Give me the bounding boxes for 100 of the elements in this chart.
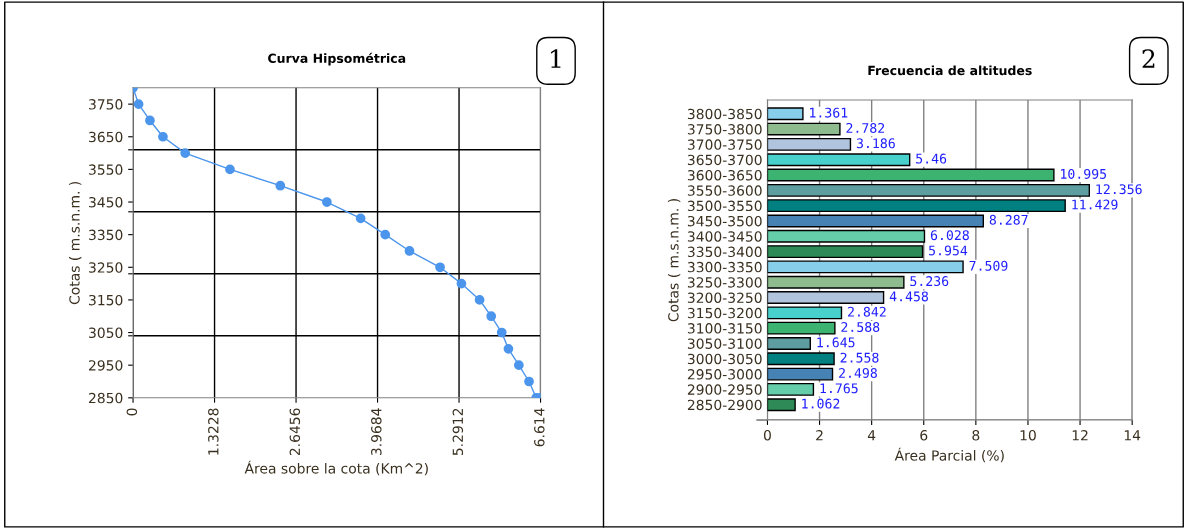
x-tick-label: 6 — [920, 429, 928, 441]
y-tick-label: 3750 — [89, 99, 123, 110]
data-label: 5.46 — [916, 153, 947, 164]
y-tick-label: 3500-3550 — [687, 200, 762, 212]
y-axis-title: Cotas ( m.s.n.m. ) — [667, 199, 681, 322]
y-tick-label: 3150 — [89, 294, 123, 306]
data-label: 2.842 — [848, 306, 886, 317]
bar — [767, 367, 834, 381]
data-label: 3.186 — [856, 138, 895, 149]
y-tick-label: 3600-3650 — [687, 169, 762, 181]
x-tick-label: 5.2912 — [452, 408, 464, 456]
x-axis-title: Área Parcial (%) — [894, 447, 1004, 463]
data-label: 7.509 — [969, 260, 1008, 271]
point — [474, 295, 485, 305]
data-label: 4.458 — [889, 291, 929, 302]
bar — [767, 275, 905, 289]
bar — [767, 122, 841, 136]
point — [435, 262, 445, 273]
data-label: 2.782 — [846, 122, 885, 133]
x-tick-label: 14 — [1124, 430, 1141, 441]
x-tick-label: 8 — [972, 429, 980, 441]
y-tick-label: 3300-3350 — [687, 261, 762, 273]
bar — [767, 183, 1091, 197]
data-label: 2.558 — [840, 352, 879, 363]
data-label: 12.356 — [1096, 184, 1142, 195]
y-tick-label: 2900-2950 — [687, 384, 762, 395]
bar — [767, 306, 843, 320]
y-axis-title: Cotas ( m.s.n.m. ) — [69, 181, 82, 305]
text: 2 — [1142, 49, 1155, 68]
point — [486, 311, 497, 322]
x-tick-label: 2 — [816, 429, 823, 441]
point — [180, 148, 191, 158]
point — [496, 327, 507, 338]
data-label: 5.954 — [929, 245, 968, 256]
x-tick-label: 10 — [1020, 429, 1036, 441]
y-tick-label: 3250 — [89, 262, 123, 273]
point — [513, 360, 524, 371]
data-label: 2.588 — [841, 322, 880, 333]
bar — [767, 382, 815, 396]
chart-title: Curva Hipsométrica — [268, 52, 406, 66]
y-tick-label: 3000-3050 — [687, 353, 762, 365]
data-label: 1.765 — [820, 383, 858, 394]
data-label: 2.498 — [839, 367, 877, 378]
data-label: 1.645 — [817, 337, 855, 348]
y-tick-label: 3550 — [89, 164, 123, 175]
y-tick-label: 2850 — [89, 392, 123, 404]
point — [456, 278, 467, 289]
y-tick-label: 3650 — [89, 131, 123, 143]
x-tick-label: 2.6456 — [289, 408, 301, 456]
x-tick-label: 6.614 — [534, 408, 545, 447]
data-label: 11.429 — [1072, 199, 1118, 210]
data-label: 8.287 — [989, 214, 1028, 225]
data-label: 5.236 — [910, 276, 949, 287]
data-label: 6.028 — [930, 230, 969, 241]
y-tick-label: 3350 — [89, 229, 123, 241]
point — [524, 376, 534, 387]
point — [380, 229, 391, 240]
bar — [767, 153, 911, 167]
y-tick-label: 2950 — [89, 360, 123, 371]
text: 1 — [551, 49, 561, 68]
bar — [767, 229, 926, 243]
x-tick-label: 1.3228 — [208, 408, 219, 455]
point — [503, 343, 514, 354]
y-tick-label: 3250-3300 — [687, 277, 762, 288]
y-tick-label: 3350-3400 — [687, 246, 762, 258]
bar — [767, 214, 985, 228]
y-tick-label: 3450 — [89, 196, 123, 208]
bar — [767, 107, 804, 121]
y-tick-label: 3100-3150 — [687, 323, 762, 334]
x-tick-label: 0 — [126, 408, 138, 416]
x-tick-label: 12 — [1072, 429, 1088, 441]
point — [145, 115, 155, 126]
data-label: 10.995 — [1061, 168, 1107, 179]
y-tick-label: 3800-3850 — [687, 108, 762, 120]
y-tick-label: 3650-3700 — [687, 154, 762, 166]
point — [225, 164, 235, 175]
point — [275, 180, 286, 191]
point — [355, 213, 366, 224]
point — [158, 131, 168, 142]
x-tick-label: 0 — [763, 429, 771, 441]
y-tick-label: 2950-3000 — [687, 369, 762, 380]
y-tick-label: 3450-3500 — [687, 215, 762, 227]
bar — [767, 260, 964, 274]
y-tick-label: 3700-3750 — [687, 139, 762, 150]
bar — [767, 352, 835, 366]
bar — [767, 337, 811, 350]
y-tick-label: 3050-3100 — [687, 338, 762, 349]
bar — [767, 398, 796, 412]
bar — [767, 168, 1055, 182]
point — [404, 246, 415, 256]
data-label: 1.361 — [810, 107, 848, 118]
bar — [767, 291, 885, 304]
x-axis-title: Área sobre la cota (Km^2) — [244, 460, 428, 476]
bar — [767, 245, 924, 259]
point — [133, 99, 144, 109]
y-tick-label: 3200-3250 — [687, 292, 762, 303]
y-tick-label: 3750-3800 — [687, 124, 762, 135]
bar — [767, 321, 836, 335]
y-tick-label: 3400-3450 — [687, 231, 762, 242]
chart-title: Frecuencia de altitudes — [868, 65, 1032, 76]
